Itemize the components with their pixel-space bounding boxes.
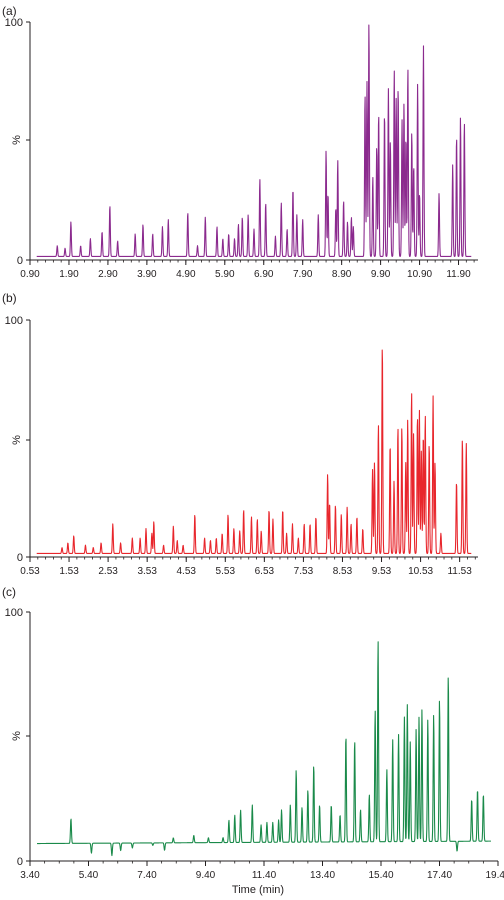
x-tick-label: 3.90: [137, 269, 157, 280]
x-tick-label: 8.53: [333, 566, 353, 577]
y-tick-label: 100: [5, 315, 23, 327]
x-tick-label: 17.40: [427, 870, 452, 881]
x-tick-label: 10.90: [407, 269, 432, 280]
panel-label: (a): [2, 4, 17, 18]
x-tick-label: 9.53: [372, 566, 392, 577]
panel-b: (b) 0% 100 0.53 1.53 2.53 3.53 4.53 5.53 6.53 7.5…: [2, 291, 478, 577]
y-tick-label: 0: [17, 552, 23, 564]
x-tick-label: 11.53: [447, 566, 472, 577]
x-tick-label: 5.40: [79, 870, 99, 881]
chromatogram-trace: [36, 349, 472, 555]
panel-a: (a) 0% 100 0.90 1.90 2.90 3.90 4.90 5.90 6.90 7.9…: [2, 4, 478, 280]
x-tick-label: 6.90: [254, 269, 274, 280]
panel-label: (b): [2, 291, 17, 305]
x-tick-label: 3.53: [137, 566, 157, 577]
x-tick-label: 0.90: [20, 269, 40, 280]
x-tick-label: 8.90: [332, 269, 352, 280]
y-tick-label: %: [11, 435, 23, 445]
x-tick-label: 2.90: [98, 269, 118, 280]
y-tick-label: 0: [17, 856, 23, 868]
chromatogram-trace: [36, 641, 492, 857]
x-tick-label: 0.53: [20, 566, 40, 577]
panel-c: (c) Time (min) 0% 100 3.40 5.40 7.40 9.40 11.4…: [2, 585, 504, 896]
x-tick-label: 6.53: [255, 566, 275, 577]
x-tick-label: 11.90: [446, 269, 471, 280]
x-tick-label: 15.40: [368, 870, 393, 881]
panel-label: (c): [2, 585, 16, 599]
y-tick-label: 100: [5, 607, 23, 619]
x-tick-label: 5.53: [216, 566, 236, 577]
x-tick-label: 1.53: [59, 566, 79, 577]
x-tick-label: 7.53: [294, 566, 314, 577]
x-tick-label: 3.40: [20, 870, 40, 881]
x-tick-label: 9.40: [196, 870, 216, 881]
x-tick-label: 4.53: [176, 566, 196, 577]
x-tick-label: 1.90: [59, 269, 79, 280]
y-tick-label: %: [11, 731, 23, 741]
x-tick-label: 19.40: [485, 870, 504, 881]
x-tick-label: 10.53: [408, 566, 433, 577]
x-tick-label: 4.90: [176, 269, 196, 280]
y-tick-label: 0: [17, 255, 23, 267]
x-axis-label: Time (min): [232, 884, 284, 896]
x-tick-label: 13.40: [310, 870, 335, 881]
x-tick-label: 2.53: [98, 566, 118, 577]
x-tick-label: 11.40: [252, 870, 277, 881]
chromatogram-trace: [36, 24, 472, 257]
y-tick-label: 100: [5, 17, 23, 29]
y-tick-label: %: [11, 135, 23, 145]
x-tick-label: 9.90: [371, 269, 391, 280]
x-tick-label: 7.40: [137, 870, 157, 881]
x-tick-label: 5.90: [215, 269, 235, 280]
x-tick-label: 7.90: [293, 269, 313, 280]
